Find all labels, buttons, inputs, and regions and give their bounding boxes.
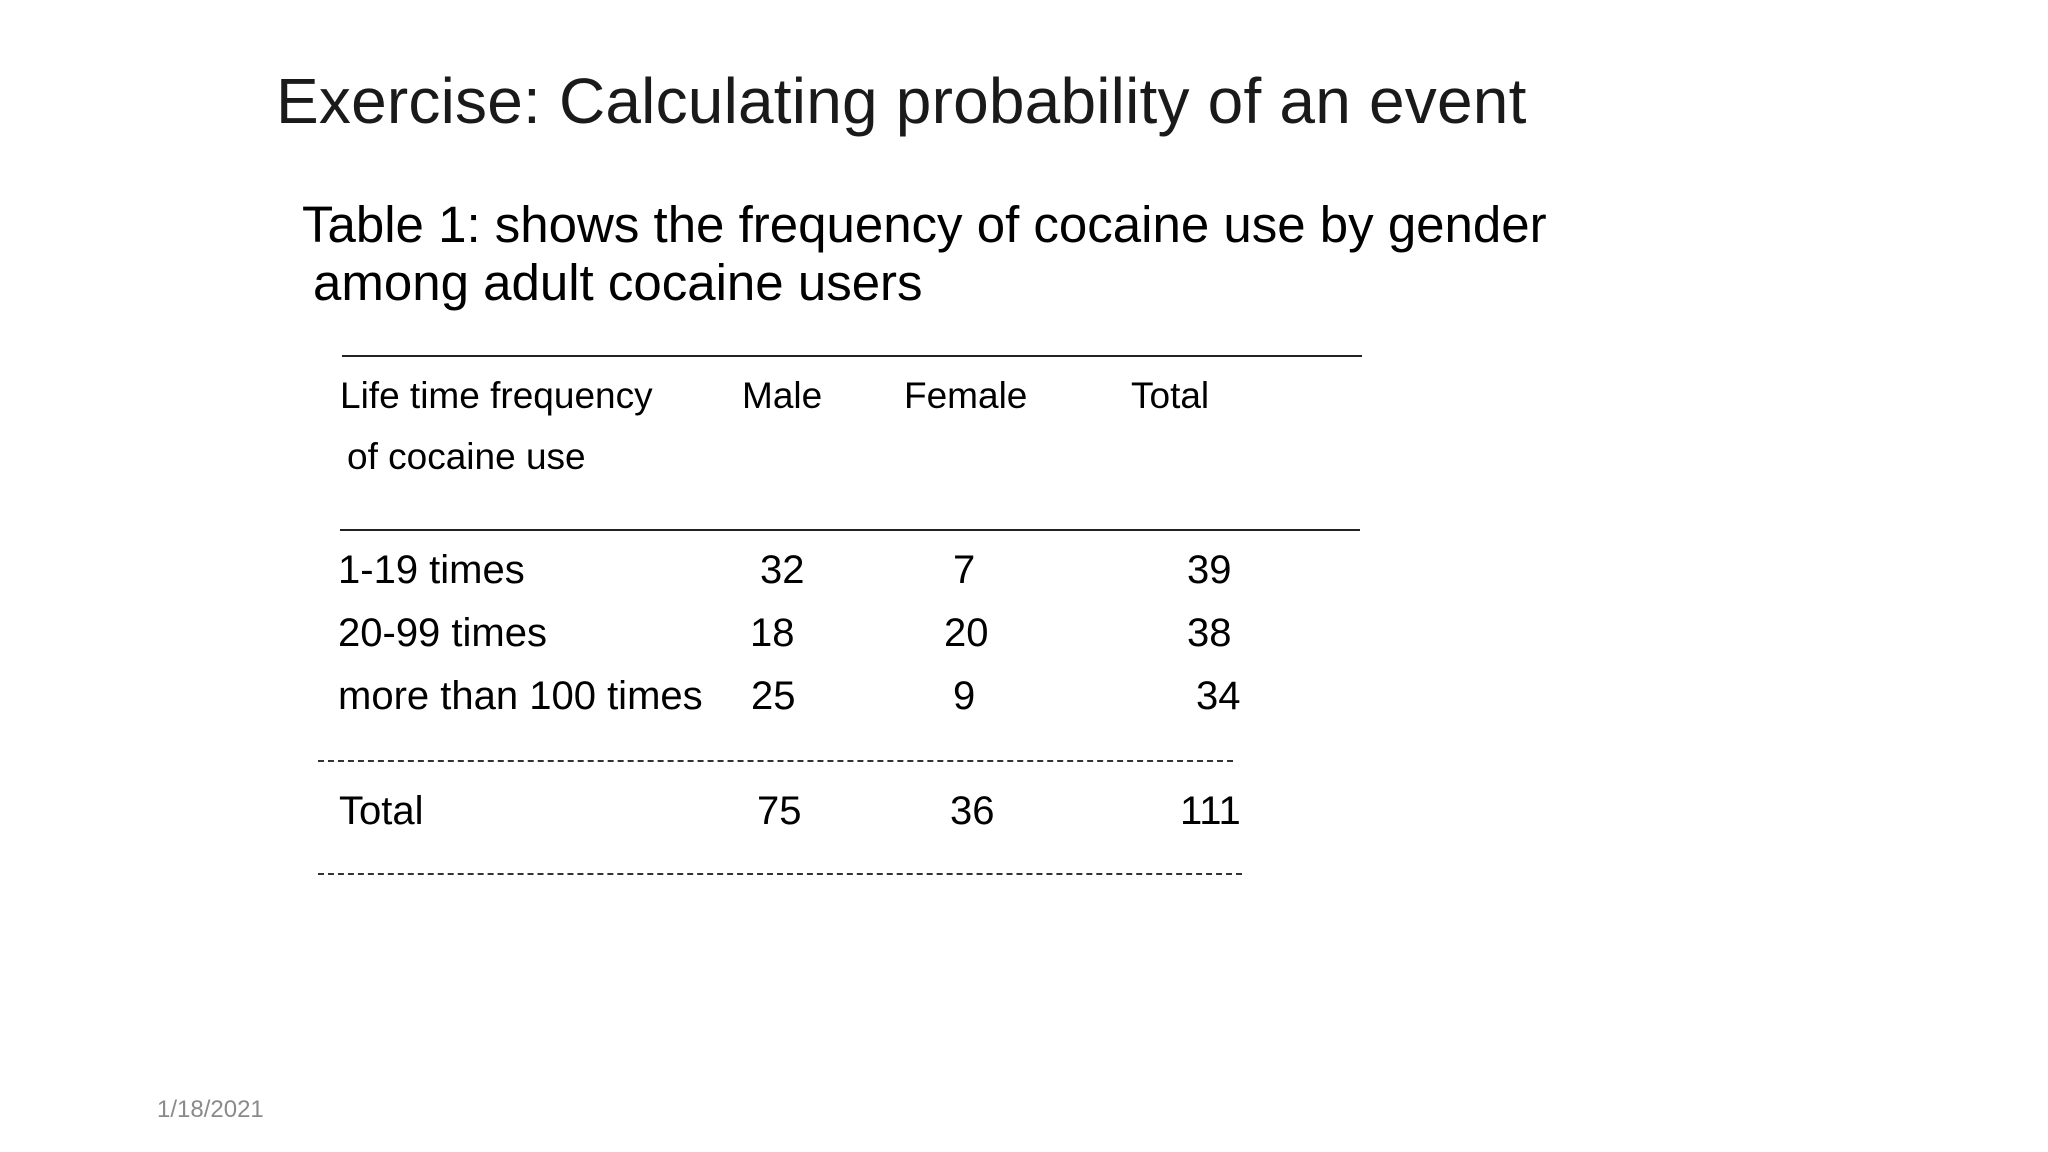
row-2-male: 18: [750, 611, 795, 655]
row-3-label: more than 100 times: [338, 674, 703, 718]
table-caption: Table 1: shows the frequency of cocaine …: [302, 196, 1547, 312]
slide-date: 1/18/2021: [157, 1096, 264, 1123]
header-male: Male: [742, 375, 823, 416]
row-1-total: 39: [1187, 548, 1232, 592]
totals-top-rule: [318, 760, 1233, 762]
row-2-label: 20-99 times: [338, 611, 547, 655]
row-1-label: 1-19 times: [338, 548, 525, 592]
row-1-female: 7: [953, 548, 976, 592]
totals-female: 36: [950, 789, 995, 833]
header-category-line-1: Life time frequency: [340, 375, 653, 416]
caption-line-1: Table 1: shows the frequency of cocaine …: [302, 196, 1547, 253]
slide-title: Exercise: Calculating probability of an …: [276, 65, 1527, 137]
row-1-male: 32: [760, 548, 805, 592]
header-bottom-rule: [340, 529, 1360, 531]
row-3-female: 9: [953, 674, 976, 718]
header-total: Total: [1131, 375, 1210, 416]
table-bottom-rule: [318, 873, 1242, 875]
totals-male: 75: [757, 789, 802, 833]
header-female: Female: [904, 375, 1028, 416]
row-2-total: 38: [1187, 611, 1232, 655]
caption-line-2: among adult cocaine users: [313, 254, 923, 311]
totals-label: Total: [339, 789, 424, 833]
row-3-male: 25: [751, 674, 796, 718]
totals-total: 111: [1180, 789, 1241, 833]
header-category-line-2: of cocaine use: [347, 436, 586, 477]
row-3-total: 34: [1196, 674, 1241, 718]
table-top-rule: [342, 355, 1362, 357]
row-2-female: 20: [944, 611, 989, 655]
